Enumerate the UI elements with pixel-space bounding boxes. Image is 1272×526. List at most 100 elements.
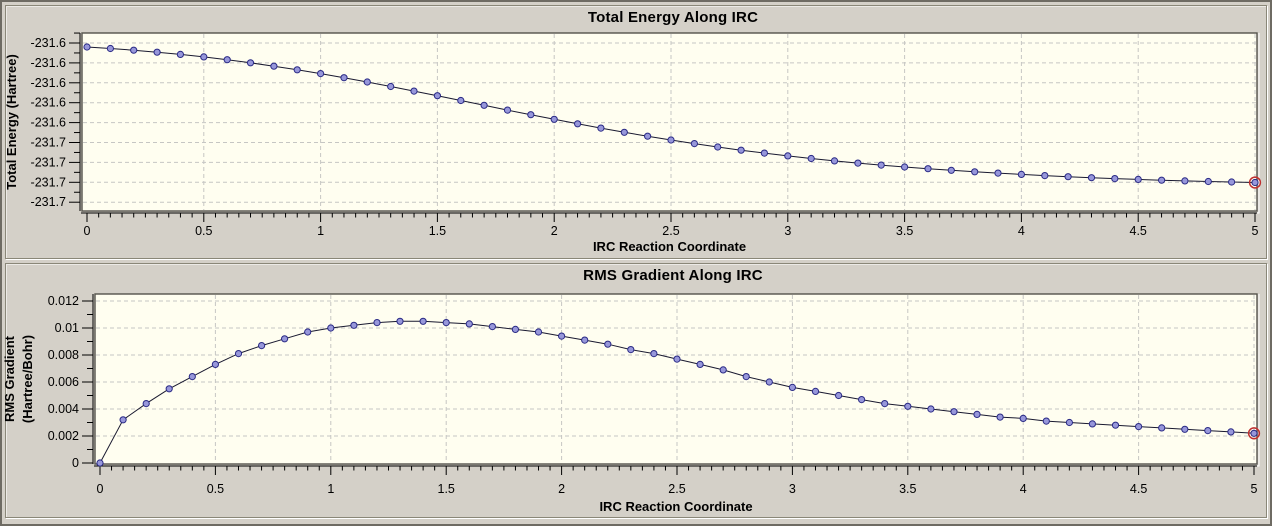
data-point-marker[interactable] (1042, 417, 1050, 425)
data-point-marker[interactable] (153, 48, 161, 56)
data-point-marker[interactable] (696, 360, 704, 368)
data-point-marker[interactable] (465, 320, 473, 328)
data-point-marker[interactable] (511, 325, 520, 333)
data-point-marker[interactable] (457, 96, 465, 105)
data-point-marker[interactable] (650, 350, 658, 358)
data-point-marker[interactable] (1228, 178, 1236, 186)
data-point-marker[interactable] (1204, 177, 1212, 186)
data-point-marker[interactable] (901, 163, 909, 171)
data-point-marker[interactable] (1087, 174, 1096, 182)
data-point-marker[interactable] (830, 157, 839, 165)
data-point-marker[interactable] (246, 59, 255, 67)
data-point-marker[interactable] (1111, 175, 1119, 183)
data-point-marker[interactable] (188, 373, 196, 381)
data-point-marker[interactable] (83, 43, 91, 51)
data-point-marker[interactable] (350, 321, 358, 329)
data-point-marker[interactable] (881, 400, 889, 408)
data-point-marker[interactable] (387, 82, 395, 91)
data-point-marker[interactable] (996, 413, 1004, 421)
data-point-marker[interactable] (410, 87, 418, 95)
data-point-marker[interactable] (1041, 172, 1049, 180)
data-point-marker[interactable] (433, 92, 441, 100)
data-point-marker[interactable] (340, 74, 348, 82)
data-point-marker[interactable] (1251, 178, 1259, 187)
data-point-marker[interactable] (690, 140, 699, 148)
data-point-marker[interactable] (597, 124, 605, 132)
data-point-marker[interactable] (96, 459, 104, 467)
plot-area[interactable] (81, 32, 1258, 212)
data-point-marker[interactable] (627, 346, 635, 354)
data-point-marker[interactable] (550, 115, 558, 123)
data-point-marker[interactable] (363, 78, 371, 86)
data-point-marker[interactable] (854, 159, 862, 167)
data-point-marker[interactable] (811, 387, 820, 395)
data-point-marker[interactable] (1227, 428, 1235, 436)
data-point-marker[interactable] (1111, 421, 1120, 429)
data-point-marker[interactable] (604, 340, 612, 348)
data-point-marker[interactable] (742, 373, 750, 381)
data-point-marker[interactable] (719, 366, 727, 374)
data-point-marker[interactable] (1088, 420, 1097, 428)
data-point-marker[interactable] (714, 143, 722, 151)
data-point-marker[interactable] (1250, 429, 1258, 437)
data-point-marker[interactable] (760, 149, 769, 157)
data-point-marker[interactable] (784, 152, 792, 160)
data-point-marker[interactable] (1134, 175, 1142, 183)
data-point-marker[interactable] (142, 400, 150, 408)
data-point-marker[interactable] (106, 44, 115, 53)
data-point-marker[interactable] (574, 120, 582, 128)
data-point-marker[interactable] (270, 62, 278, 70)
plot-area[interactable] (94, 293, 1258, 465)
data-point-marker[interactable] (558, 332, 566, 340)
data-point-marker[interactable] (317, 70, 325, 78)
data-point-marker[interactable] (667, 136, 675, 144)
data-point-marker[interactable] (994, 169, 1002, 177)
data-point-marker[interactable] (165, 385, 173, 393)
data-point-marker[interactable] (527, 111, 535, 119)
data-point-marker[interactable] (971, 168, 979, 176)
data-point-marker[interactable] (1017, 170, 1026, 178)
data-point-marker[interactable] (293, 66, 301, 74)
data-point-marker[interactable] (442, 319, 450, 327)
data-point-marker[interactable] (1181, 177, 1189, 185)
data-point-marker[interactable] (534, 328, 543, 336)
data-point-marker[interactable] (924, 165, 932, 173)
data-point-marker[interactable] (304, 328, 312, 336)
data-point-marker[interactable] (130, 46, 138, 54)
data-point-marker[interactable] (373, 319, 381, 327)
data-point-marker[interactable] (1158, 424, 1166, 432)
data-point-marker[interactable] (858, 396, 866, 404)
data-point-marker[interactable] (644, 132, 652, 140)
data-point-marker[interactable] (480, 101, 488, 109)
data-point-marker[interactable] (927, 405, 935, 413)
data-point-marker[interactable] (1019, 414, 1027, 422)
data-point-marker[interactable] (904, 402, 912, 410)
data-point-marker[interactable] (788, 383, 797, 391)
data-point-marker[interactable] (1158, 176, 1166, 184)
data-point-marker[interactable] (488, 323, 496, 331)
data-point-marker[interactable] (327, 324, 335, 332)
data-point-marker[interactable] (807, 154, 815, 163)
data-point-marker[interactable] (211, 360, 219, 368)
data-point-marker[interactable] (119, 416, 127, 424)
data-point-marker[interactable] (419, 317, 427, 325)
data-point-marker[interactable] (620, 128, 628, 136)
data-point-marker[interactable] (673, 355, 681, 363)
data-point-marker[interactable] (503, 106, 512, 114)
data-point-marker[interactable] (1135, 423, 1143, 431)
data-point-marker[interactable] (1064, 173, 1072, 181)
data-point-marker[interactable] (281, 335, 289, 343)
data-point-marker[interactable] (1065, 418, 1074, 427)
data-point-marker[interactable] (737, 146, 745, 154)
data-point-marker[interactable] (1204, 427, 1212, 435)
data-point-marker[interactable] (877, 161, 885, 169)
data-point-marker[interactable] (581, 336, 589, 344)
data-point-marker[interactable] (200, 53, 208, 61)
data-point-marker[interactable] (1181, 425, 1189, 433)
data-point-marker[interactable] (765, 378, 773, 386)
data-point-marker[interactable] (176, 50, 184, 59)
data-point-marker[interactable] (258, 342, 266, 350)
data-point-marker[interactable] (396, 317, 404, 325)
data-point-marker[interactable] (835, 391, 843, 400)
